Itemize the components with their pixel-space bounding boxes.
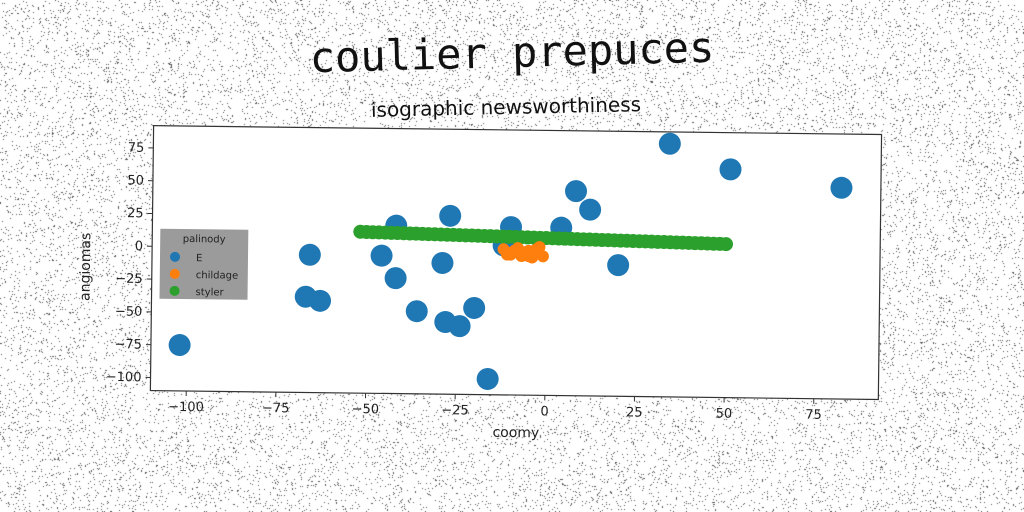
point-E	[476, 367, 499, 390]
y-tick-label: 0	[135, 239, 143, 254]
point-E	[448, 315, 471, 338]
x-axis-label: coomy	[492, 425, 539, 442]
point-E	[168, 334, 191, 357]
point-E	[370, 244, 393, 267]
legend-marker-styler	[169, 285, 180, 296]
x-tick-label: −50	[352, 402, 380, 417]
point-E	[463, 296, 486, 319]
point-E	[439, 204, 462, 227]
point-E	[384, 267, 407, 290]
y-axis-label: angiomas	[77, 233, 94, 302]
y-tick-label: −50	[115, 304, 143, 319]
x-axis: −100 −75 −50 −25 0 25 50 75	[168, 391, 822, 423]
point-E	[565, 180, 588, 203]
plot-group: −100 −75 −50 −25 0 25 50 75 7550250−25−50−75−10…	[77, 125, 883, 442]
x-tick-label: 25	[626, 405, 643, 420]
y-tick-label: 75	[128, 141, 145, 156]
point-E	[431, 251, 454, 274]
point-E	[405, 300, 428, 323]
point-E	[298, 243, 321, 266]
legend-label-childage: childage	[196, 270, 239, 282]
x-tick-label: 75	[805, 408, 822, 423]
y-tick-label: −75	[114, 337, 142, 352]
y-tick-label: −25	[115, 272, 143, 287]
plot-area	[149, 125, 883, 401]
point-childage	[522, 250, 535, 263]
point-E	[719, 158, 742, 181]
legend-title: palinody	[183, 234, 226, 246]
legend-marker-childage	[169, 268, 180, 279]
y-tick-label: 25	[127, 206, 144, 221]
legend-box	[159, 228, 249, 300]
x-tick-label: −100	[168, 400, 204, 415]
legend-label-E: E	[196, 253, 202, 264]
y-tick-label: 50	[127, 173, 144, 188]
x-tick-label: −75	[262, 401, 290, 416]
legend-label-styler: styler	[196, 287, 225, 298]
y-tick-label: −100	[106, 370, 142, 385]
data-marks	[168, 132, 853, 390]
point-E	[658, 132, 681, 155]
point-E	[607, 254, 630, 277]
y-axis: 75 50 25 0 −25 −50 −75 −100	[106, 141, 154, 385]
x-tick-label: 50	[716, 407, 733, 422]
point-E	[309, 289, 332, 312]
x-tick-label: 0	[540, 404, 548, 419]
point-E	[579, 198, 602, 221]
legend-marker-E	[170, 251, 181, 262]
point-childage	[501, 248, 514, 261]
point-E	[830, 176, 853, 199]
x-tick-label: −25	[441, 403, 469, 418]
point-styler	[719, 237, 734, 252]
